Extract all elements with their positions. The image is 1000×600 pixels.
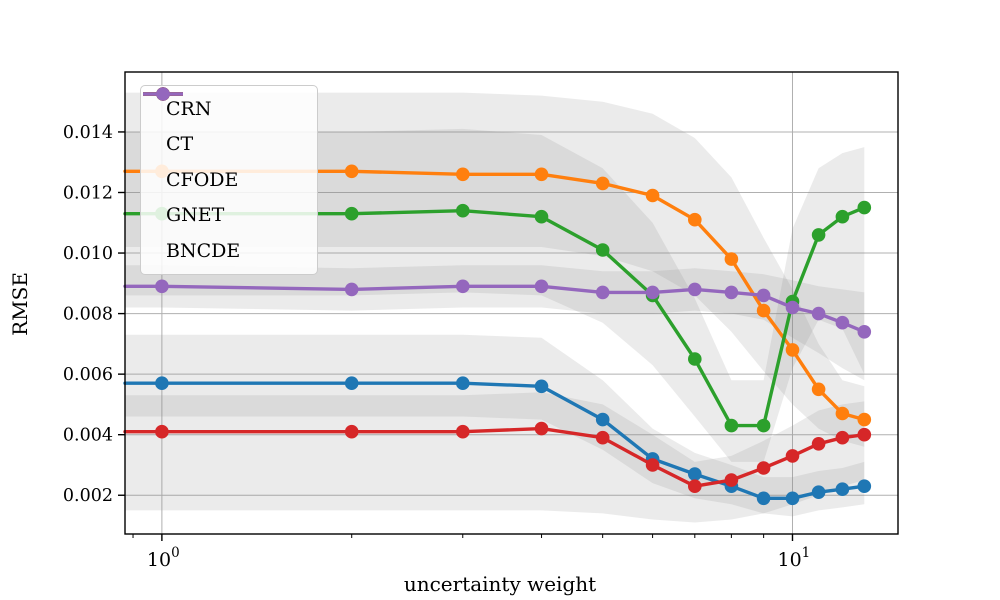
legend-label: CFODE: [166, 168, 239, 191]
y-tick-label: 0.006: [63, 365, 113, 385]
ct-point: [688, 212, 702, 227]
bncde-point: [534, 279, 549, 294]
crn-point: [344, 376, 359, 391]
crn-point: [811, 485, 826, 500]
ct-point: [645, 188, 660, 203]
legend-label: CT: [166, 133, 194, 156]
legend-label: CRN: [166, 97, 212, 120]
crn-point: [688, 467, 702, 481]
bncde-point: [857, 325, 872, 339]
bncde-point: [645, 285, 660, 300]
ct-point: [756, 303, 771, 318]
bncde-point: [756, 288, 771, 303]
cfode-point: [534, 209, 549, 224]
legend-label: GNET: [166, 204, 225, 227]
ct-point: [344, 164, 359, 179]
gnet-point: [835, 430, 850, 445]
crn-point: [534, 379, 549, 394]
bncde-point: [785, 300, 800, 315]
gnet-point: [595, 430, 610, 445]
cfode-point: [811, 228, 826, 242]
cfode-point: [724, 418, 739, 433]
ct-line: [123, 169, 866, 422]
bncde-legend-marker-icon: [143, 87, 183, 101]
crn-point: [456, 376, 470, 391]
x-tick-label: 100: [147, 545, 180, 571]
crn-point: [595, 412, 610, 427]
crn-point: [857, 479, 872, 494]
ct-point: [724, 252, 739, 266]
cfode-point: [595, 243, 610, 257]
bncde-point: [595, 285, 610, 300]
y-tick-label: 0.012: [63, 183, 113, 203]
legend-item-cfode: CFODE: [141, 87, 317, 198]
crn-point: [155, 376, 169, 391]
gnet-point: [344, 424, 359, 439]
bncde-point: [155, 279, 169, 294]
ct-point: [534, 167, 549, 182]
plot-border: [124, 71, 899, 535]
legend-item-ct: CT: [141, 87, 317, 163]
bncde-point: [724, 285, 739, 300]
ct-point: [857, 412, 872, 427]
bncde-markers: [155, 279, 872, 339]
bncde-point: [688, 282, 702, 297]
cfode-point: [835, 209, 850, 224]
gnet-point: [724, 473, 739, 487]
crn-confidence-band: [125, 334, 865, 517]
y-tick-label: 0.014: [63, 123, 113, 143]
cfode-line: [123, 205, 866, 428]
ct-point: [595, 176, 610, 191]
legend-label: BNCDE: [166, 239, 241, 262]
gnet-point: [811, 437, 826, 451]
bncde-confidence-band: [125, 265, 865, 381]
legend-item-bncde: BNCDE: [141, 87, 317, 269]
y-tick-label: 0.002: [63, 486, 113, 506]
gnet-point: [456, 424, 470, 439]
ct-point: [785, 343, 800, 357]
x-tick-label: 101: [777, 545, 810, 571]
ct-point: [835, 406, 850, 421]
bncde-point: [344, 282, 359, 297]
y-tick-label: 0.010: [63, 244, 113, 264]
x-axis-label: uncertainty weight: [403, 572, 597, 596]
gnet-point: [645, 458, 660, 472]
crn-point: [835, 482, 850, 497]
gnet-markers: [155, 421, 872, 494]
y-tick-label: 0.004: [63, 426, 113, 446]
ct-point: [456, 167, 470, 182]
crn-point: [785, 491, 800, 506]
y-axis-label: RMSE: [8, 272, 32, 336]
crn-point: [756, 491, 771, 506]
bncde-point: [456, 279, 470, 294]
y-tick-label: 0.008: [63, 305, 113, 325]
cfode-point: [344, 206, 359, 221]
gnet-point: [155, 424, 169, 439]
gnet-point: [785, 449, 800, 463]
gnet-point: [857, 427, 872, 442]
cfode-point: [456, 203, 470, 218]
bncde-point: [835, 315, 850, 330]
ct-point: [811, 382, 826, 397]
bncde-point: [811, 306, 826, 321]
legend-item-gnet: GNET: [141, 87, 317, 234]
cfode-point: [857, 200, 872, 215]
legend-box: CRN CT CFODE GNET BNCDE: [140, 85, 318, 275]
cfode-point: [688, 352, 702, 366]
cfode-point: [756, 418, 771, 433]
gnet-confidence-band: [125, 392, 865, 523]
gnet-point: [534, 421, 549, 436]
tick-marks: 0.002 0.004 0.006 0.008 0.010 0.012 0.014 100 10…: [63, 123, 810, 571]
gnet-point: [756, 461, 771, 475]
gnet-point: [688, 479, 702, 494]
